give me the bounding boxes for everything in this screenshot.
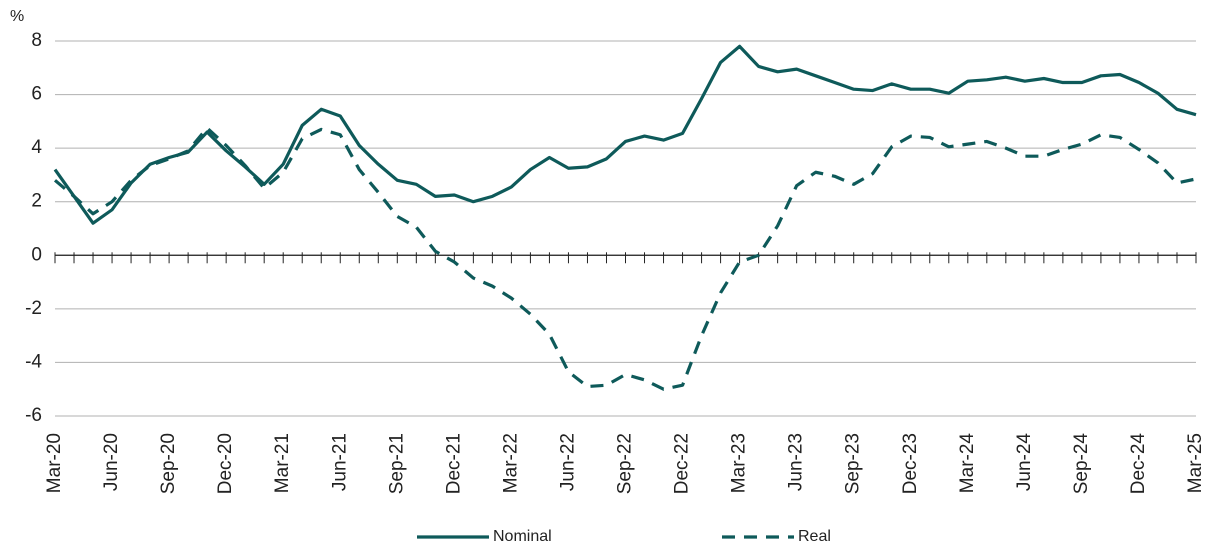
x-tick-label: Jun-21: [329, 433, 350, 491]
x-tick-label: Dec-23: [900, 433, 921, 494]
y-tick-label: 6: [31, 84, 42, 105]
x-tick-label: Sep-22: [615, 433, 636, 494]
x-tick-label: Mar-20: [44, 433, 65, 493]
y-tick-label: 0: [31, 244, 42, 265]
x-tick-label: Sep-21: [386, 433, 407, 494]
x-tick-label: Dec-22: [672, 433, 693, 494]
x-tick-label: Dec-24: [1128, 433, 1149, 495]
x-tick-label: Jun-24: [1014, 433, 1035, 492]
x-tick-label: Dec-21: [443, 433, 464, 494]
y-tick-label: 8: [31, 30, 42, 51]
x-tick-label: Jun-23: [786, 433, 807, 491]
y-tick-label: -4: [25, 351, 42, 372]
line-series: [53, 126, 1197, 391]
x-tick-label: Jun-22: [557, 433, 578, 491]
x-tick-label: Sep-24: [1071, 433, 1092, 495]
y-tick-label: -6: [25, 405, 42, 426]
x-tick-label: Jun-20: [101, 433, 122, 491]
x-tick-label: Mar-21: [272, 433, 293, 493]
x-tick-label: Mar-24: [957, 433, 978, 494]
y-tick-label: 4: [31, 137, 42, 158]
line-series: [53, 44, 1197, 225]
x-tick-label: Mar-25: [1185, 433, 1206, 493]
x-tick-label: Mar-23: [729, 433, 750, 493]
x-tick-label: Sep-20: [158, 433, 179, 494]
x-tick-label: Mar-22: [500, 433, 521, 493]
legend-label: Real: [798, 528, 831, 545]
legend-label: Nominal: [493, 528, 552, 545]
x-tick-label: Sep-23: [843, 433, 864, 494]
y-tick-label: 2: [31, 191, 42, 212]
y-tick-label: -2: [25, 298, 42, 319]
x-tick-label: Dec-20: [215, 433, 236, 494]
y-axis-label: %: [10, 8, 24, 25]
